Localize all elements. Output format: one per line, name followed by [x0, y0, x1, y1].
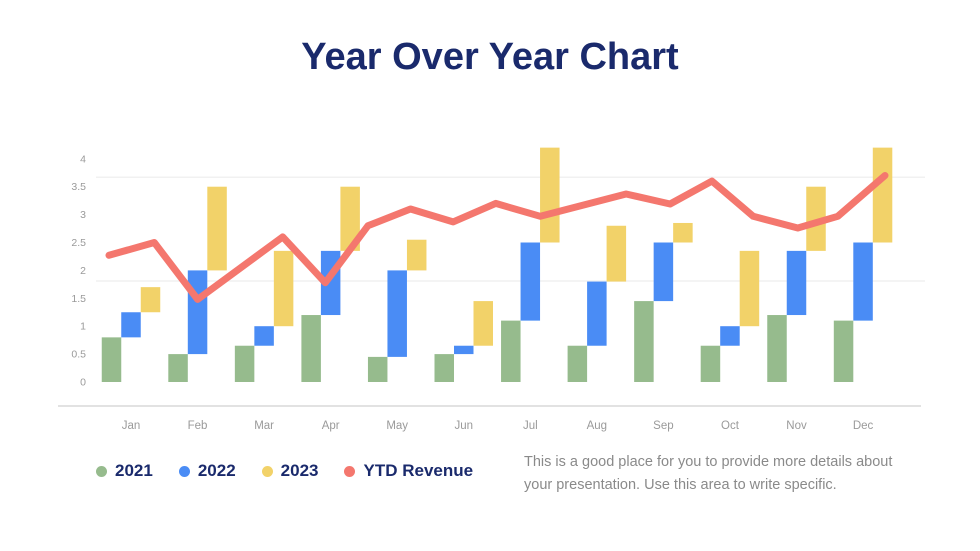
x-axis-label-jul: Jul: [523, 420, 538, 432]
bar-2023-aug: [606, 225, 627, 282]
bar-2022-aug: [587, 281, 607, 346]
x-axis-label-jun: Jun: [454, 420, 473, 432]
bar-2023-oct: [739, 250, 760, 327]
bar-2023-feb: [207, 186, 227, 271]
bar-2021-aug: [567, 345, 588, 382]
x-axis-label-mar: Mar: [254, 420, 274, 432]
legend-label-2021: 2021: [115, 461, 153, 480]
x-axis-label-oct: Oct: [721, 420, 740, 432]
bar-2023-may: [406, 239, 427, 271]
bar-2022-oct: [720, 326, 740, 346]
chart-legend: 2021 2022 2023 YTD Revenue: [96, 461, 473, 481]
y-axis-tick-0: 0: [80, 377, 86, 389]
ytd-revenue-line: [105, 172, 889, 303]
y-axis-tick-1.5: 1.5: [71, 293, 86, 305]
x-axis-label-apr: Apr: [322, 420, 340, 432]
legend-item-2021: 2021: [96, 461, 153, 481]
bar-2021-feb: [168, 354, 188, 382]
bar-2023-mar: [273, 250, 294, 327]
bar-2022-nov: [786, 250, 807, 316]
bar-2023-jun: [473, 301, 493, 346]
bar-2023-nov: [806, 186, 826, 251]
legend-dot-2022: [178, 465, 190, 477]
bar-2021-mar: [234, 345, 255, 382]
y-axis-tick-3: 3: [80, 209, 86, 221]
bar-2022-feb: [187, 270, 208, 355]
bar-2021-jun: [434, 354, 454, 382]
legend-label-ytd-revenue: YTD Revenue: [363, 461, 474, 480]
x-axis-label-may: May: [386, 420, 408, 432]
legend-dot-ytd-revenue: [344, 465, 356, 477]
chart-svg: 0 0.5 1 1.5 2 2.5 3 3.5 4 Jan Feb Mar Apr May Jun Jul Au…: [58, 147, 925, 432]
legend-item-ytd-revenue: YTD Revenue: [344, 461, 473, 481]
bar-2021-may: [367, 356, 388, 382]
y-axis-tick-2.5: 2.5: [71, 237, 86, 249]
y-axis-tick-0.5: 0.5: [71, 349, 86, 361]
bar-2021-jul: [501, 320, 521, 382]
x-axis-label-dec: Dec: [853, 420, 874, 432]
x-axis-label-sep: Sep: [653, 420, 673, 432]
y-axis-tick-3.5: 3.5: [71, 181, 86, 193]
description-line-2: your presentation. Use this area to writ…: [524, 477, 837, 493]
bar-2022-dec: [853, 242, 873, 321]
description-text: This is a good place for you to provide …: [524, 451, 954, 497]
bar-2021-dec: [833, 320, 854, 382]
year-over-year-chart: 0 0.5 1 1.5 2 2.5 3 3.5 4 Jan Feb Mar Apr May Jun Jul Au…: [58, 147, 925, 432]
bar-2022-jan: [121, 312, 141, 338]
y-axis-tick-4: 4: [80, 153, 86, 165]
legend-label-2022: 2022: [197, 461, 236, 480]
bar-2022-sep: [653, 242, 674, 302]
description-line-1: This is a good place for you to provide …: [524, 454, 893, 470]
bar-2022-jun: [454, 345, 474, 355]
bar-2022-mar: [254, 326, 274, 346]
y-axis-tick-2: 2: [80, 265, 86, 277]
x-axis-label-aug: Aug: [587, 420, 607, 432]
x-axis-label-feb: Feb: [188, 420, 208, 432]
bar-2023-jul: [540, 147, 560, 243]
bar-2021-oct: [700, 345, 721, 382]
legend-dot-2023: [261, 465, 273, 477]
bar-2023-dec: [872, 147, 893, 243]
bar-2021-sep: [634, 301, 654, 382]
bar-2023-sep: [673, 222, 693, 243]
bar-2023-jan: [140, 287, 161, 313]
y-axis-tick-1: 1: [80, 321, 86, 333]
legend-item-2023: 2023: [261, 461, 319, 481]
bar-2021-nov: [767, 315, 787, 382]
bar-2021-apr: [301, 315, 321, 382]
x-axis-label-nov: Nov: [786, 420, 807, 432]
bar-2023-apr: [340, 186, 360, 251]
page-title: Year Over Year Chart: [301, 36, 679, 78]
legend-dot-2021: [96, 465, 107, 477]
bar-2022-may: [387, 270, 407, 357]
legend-item-2022: 2022: [178, 461, 236, 481]
x-axis-label-jan: Jan: [122, 420, 141, 432]
bar-2022-jul: [520, 242, 541, 321]
legend-label-2023: 2023: [280, 461, 319, 480]
bar-2021-jan: [101, 337, 122, 382]
